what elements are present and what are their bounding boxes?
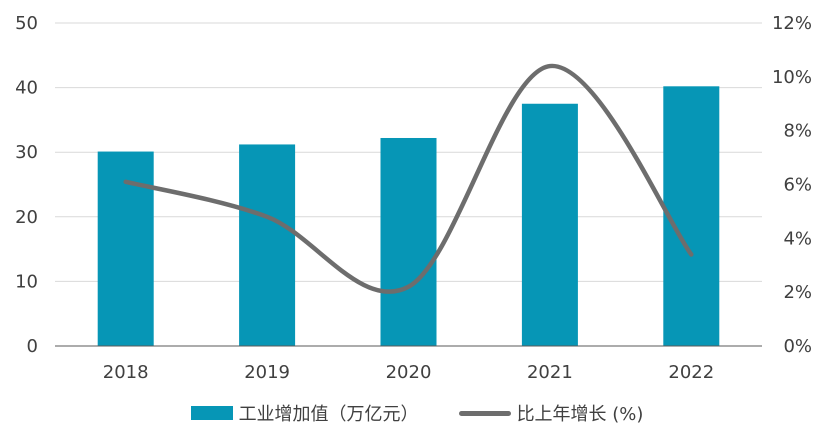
legend-line-swatch [458, 410, 511, 416]
y-left-tick-label: 30 [15, 142, 38, 163]
y-right-tick-label: 0% [783, 336, 812, 357]
y-left-tick-label: 50 [15, 13, 38, 34]
bar [663, 86, 720, 347]
axes: 0 10 20 30 40 50 0% 2% 4% 6% 8% 10% 12% 2018 2019 2020 2… [15, 13, 812, 383]
bar [239, 144, 296, 346]
growth-line [123, 63, 694, 294]
y-left-tick-label: 40 [15, 78, 38, 99]
x-tick-label: 2022 [668, 362, 714, 383]
y-right-tick-label: 8% [783, 121, 812, 142]
legend-line-label: 比上年增长 (%) [516, 404, 644, 425]
x-tick-label: 2021 [527, 362, 573, 383]
bar [380, 137, 437, 346]
y-left-tick-label: 10 [15, 271, 38, 292]
legend-item-line: 比上年增长 (%) [458, 400, 644, 426]
y-right-tick-label: 10% [772, 67, 812, 88]
y-left-tick-label: 20 [15, 207, 38, 228]
bar [521, 103, 578, 346]
line-series [123, 63, 694, 294]
x-tick-label: 2019 [244, 362, 290, 383]
y-right-tick-label: 4% [783, 228, 812, 249]
legend-item-bar: 工业增加值（万亿元） [190, 400, 419, 426]
x-tick-label: 2020 [386, 362, 432, 383]
bar-series [97, 86, 720, 347]
y-right-tick-label: 2% [783, 282, 812, 303]
x-tick-label: 2018 [103, 362, 149, 383]
legend-bar-label: 工业增加值（万亿元） [238, 404, 419, 425]
legend-bar-swatch [190, 406, 233, 420]
y-right-tick-label: 12% [772, 13, 812, 34]
y-right-tick-label: 6% [783, 175, 812, 196]
y-left-tick-label: 0 [27, 336, 38, 357]
legend: 工业增加值（万亿元） 比上年增长 (%) [0, 398, 834, 428]
